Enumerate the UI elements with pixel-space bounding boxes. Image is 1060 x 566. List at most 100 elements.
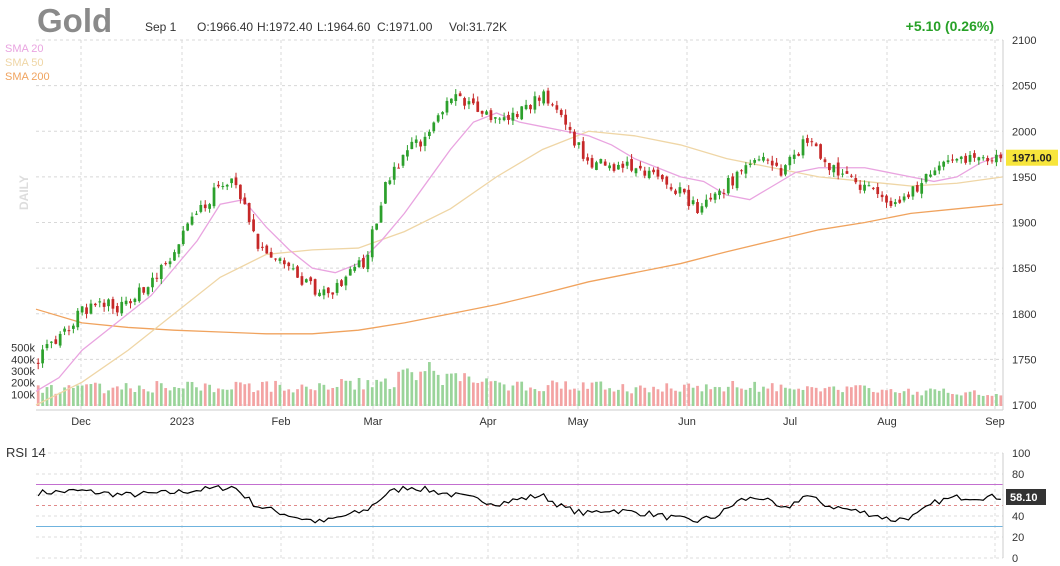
- volume-bar: [784, 387, 787, 406]
- volume-bar: [252, 392, 255, 406]
- candle-body: [907, 194, 910, 198]
- candle-body: [423, 136, 427, 146]
- volume-bar: [370, 387, 374, 406]
- volume-bar: [819, 391, 822, 406]
- candle-body: [304, 279, 308, 283]
- candle-body: [788, 156, 792, 166]
- candle-body: [639, 165, 642, 169]
- candle-body: [709, 197, 713, 200]
- candle-body: [124, 300, 128, 305]
- volume-bar: [775, 391, 778, 406]
- volume-bar: [261, 381, 264, 406]
- volume-bar: [256, 390, 260, 406]
- volume-bar: [203, 383, 207, 406]
- rsi-panel[interactable]: RSI 14 10080604020058.10: [0, 440, 1060, 566]
- volume-bar: [208, 384, 211, 406]
- rsi-title: RSI 14: [6, 445, 46, 460]
- volume-bar: [265, 381, 269, 406]
- volume-bar: [814, 387, 818, 406]
- volume-bar: [375, 379, 379, 406]
- candle-body: [828, 162, 831, 171]
- candle-body: [682, 188, 686, 193]
- candle-body: [98, 301, 102, 303]
- volume-bar: [181, 388, 185, 406]
- volume-bar: [753, 381, 757, 406]
- candle-body: [713, 193, 717, 200]
- volume-bar: [735, 387, 739, 406]
- volume-value: Vol:31.72K: [449, 20, 508, 34]
- candle-body: [696, 202, 699, 214]
- candle-body: [841, 173, 844, 175]
- candle-body: [647, 170, 651, 178]
- candle-body: [282, 260, 286, 265]
- volume-bar: [669, 388, 673, 406]
- volume-bar: [731, 380, 735, 406]
- volume-bar: [647, 392, 651, 406]
- rsi-tick-label: 100: [1012, 448, 1030, 460]
- volume-bar: [643, 387, 647, 406]
- candle-body: [287, 262, 291, 267]
- volume-bar: [858, 385, 862, 406]
- candle-body: [784, 165, 787, 175]
- volume-bar: [107, 390, 110, 406]
- candle-body: [810, 141, 814, 143]
- candle-body: [867, 185, 871, 187]
- rsi-line: [37, 485, 1001, 524]
- volume-bar: [700, 391, 704, 406]
- candle-body: [573, 131, 576, 146]
- volume-bar: [898, 392, 902, 406]
- volume-bar: [326, 389, 330, 406]
- volume-bar: [907, 388, 910, 406]
- candle-body: [762, 156, 765, 161]
- candle-body: [467, 101, 471, 105]
- price-chart[interactable]: 2100 2050 2000 1950 1900 1850 1800 1750 1700 Dec 2…: [0, 0, 1060, 440]
- volume-bar: [133, 392, 137, 406]
- volume-bar: [331, 388, 335, 406]
- sma200-line: [35, 203, 1004, 335]
- legend-sma20: SMA 20: [5, 43, 44, 55]
- candle-body: [586, 157, 589, 161]
- volume-bar: [458, 381, 462, 406]
- candle-body: [265, 245, 269, 254]
- volume-bar: [379, 381, 383, 406]
- price-axes: 2100 2050 2000 1950 1900 1850 1800 1750 1700 Dec 2…: [11, 35, 1058, 428]
- volume-bar: [889, 389, 893, 406]
- volume-bar: [955, 394, 959, 406]
- volume-bar: [885, 390, 888, 406]
- volume-bar: [876, 392, 880, 406]
- candle-body: [76, 310, 80, 328]
- volume-bar: [480, 381, 484, 406]
- price-tick-label: 2000: [1012, 126, 1036, 138]
- volume-bar: [414, 380, 418, 406]
- volume-bar: [362, 389, 365, 406]
- volume-bar: [423, 371, 427, 406]
- candle-body: [656, 169, 660, 177]
- volume-bar: [871, 391, 875, 406]
- volume-bar: [309, 389, 313, 406]
- volume-bar: [111, 387, 115, 406]
- candle-body: [726, 177, 730, 194]
- candle-body: [274, 258, 277, 260]
- candle-body: [493, 117, 497, 119]
- candle-body: [181, 230, 185, 245]
- candle-body: [269, 251, 273, 258]
- time-tick-label: 2023: [170, 416, 194, 428]
- volume-bar: [436, 374, 440, 406]
- volume-bar: [340, 379, 343, 406]
- candle-body: [955, 159, 959, 161]
- volume-bar: [85, 384, 88, 406]
- candle-body: [353, 266, 357, 271]
- candle-body: [63, 328, 66, 332]
- price-tick-label: 1850: [1012, 263, 1036, 275]
- candle-body: [313, 279, 317, 295]
- candle-body: [401, 154, 405, 166]
- candle-body: [85, 307, 88, 314]
- volume-bar: [291, 392, 295, 406]
- candle-body: [999, 154, 1003, 159]
- volume-bar: [718, 387, 721, 406]
- candle-body: [880, 194, 884, 198]
- legend-sma50: SMA 50: [5, 57, 44, 69]
- volume-bar: [225, 389, 229, 406]
- price-tick-label: 1950: [1012, 172, 1036, 184]
- candle-body: [806, 138, 809, 143]
